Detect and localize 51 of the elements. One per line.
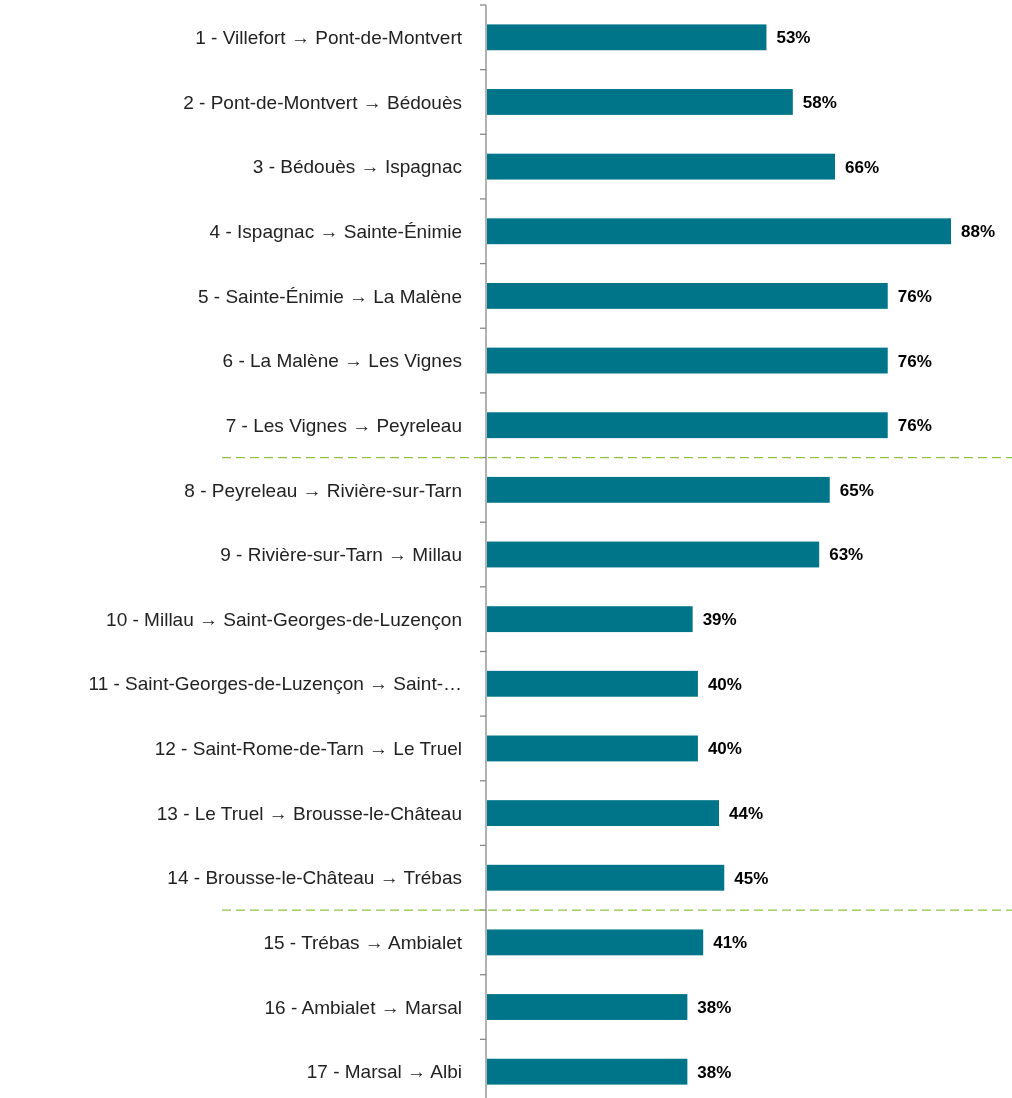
- data-label: 88%: [961, 222, 996, 242]
- bar: [487, 541, 820, 568]
- bar: [487, 1058, 688, 1085]
- y-tick-label: 8 - Peyreleau → Rivière-sur-Tarn: [184, 479, 462, 501]
- y-tick-label: 1 - Villefort → Pont-de-Montvert: [195, 26, 463, 48]
- data-label: 53%: [776, 28, 811, 48]
- bar: [487, 735, 698, 762]
- y-tick-label: 14 - Brousse-le-Château → Trébas: [167, 867, 462, 889]
- bar: [487, 412, 888, 439]
- data-label: 38%: [697, 997, 732, 1017]
- y-tick-label: 3 - Bédouès → Ispagnac: [252, 156, 462, 178]
- data-label: 40%: [707, 674, 742, 694]
- bar: [487, 929, 704, 956]
- bar: [487, 24, 767, 51]
- data-label: 63%: [829, 545, 864, 565]
- y-tick-label: 13 - Le Truel → Brousse-le-Château: [156, 802, 462, 824]
- data-label: 40%: [707, 739, 742, 759]
- y-tick-label: 7 - Les Vignes → Peyreleau: [225, 414, 462, 436]
- bar: [487, 153, 835, 180]
- data-label: 44%: [729, 804, 764, 824]
- data-label: 65%: [839, 480, 874, 500]
- data-label: 41%: [713, 933, 748, 953]
- bar: [487, 864, 725, 891]
- data-label: 76%: [897, 286, 932, 306]
- y-tick-label: 17 - Marsal → Albi: [306, 1061, 462, 1083]
- data-label: 66%: [845, 157, 880, 177]
- bar: [487, 476, 830, 503]
- data-label: 38%: [697, 1062, 732, 1082]
- bar: [487, 670, 698, 697]
- data-label: 39%: [702, 610, 737, 630]
- y-tick-label: 16 - Ambialet → Marsal: [264, 996, 462, 1018]
- y-tick-label: 12 - Saint-Rome-de-Tarn → Le Truel: [154, 738, 462, 760]
- y-tick-label: 4 - Ispagnac → Sainte-Énimie: [209, 220, 462, 242]
- data-label: 58%: [802, 92, 837, 112]
- bar: [487, 218, 951, 245]
- y-tick-label: 2 - Pont-de-Montvert → Bédouès: [183, 91, 462, 113]
- bar: [487, 89, 793, 115]
- y-tick-label: 9 - Rivière-sur-Tarn → Millau: [220, 544, 462, 566]
- data-label: 76%: [897, 416, 932, 436]
- bar: [487, 347, 888, 374]
- y-tick-label: 5 - Sainte-Énimie → La Malène: [197, 285, 462, 307]
- bar: [487, 606, 693, 633]
- data-label: 76%: [897, 351, 932, 371]
- y-tick-label: 10 - Millau → Saint-Georges-de-Luzençon: [106, 608, 462, 630]
- data-label: 45%: [734, 868, 769, 888]
- y-tick-label: 11 - Saint-Georges-de-Luzençon → Saint-…: [88, 673, 462, 695]
- y-tick-label: 6 - La Malène → Les Vignes: [222, 350, 462, 372]
- bar: [487, 800, 719, 827]
- y-tick-label: 15 - Trébas → Ambialet: [263, 932, 463, 954]
- bar: [487, 994, 688, 1020]
- bar: [487, 282, 888, 309]
